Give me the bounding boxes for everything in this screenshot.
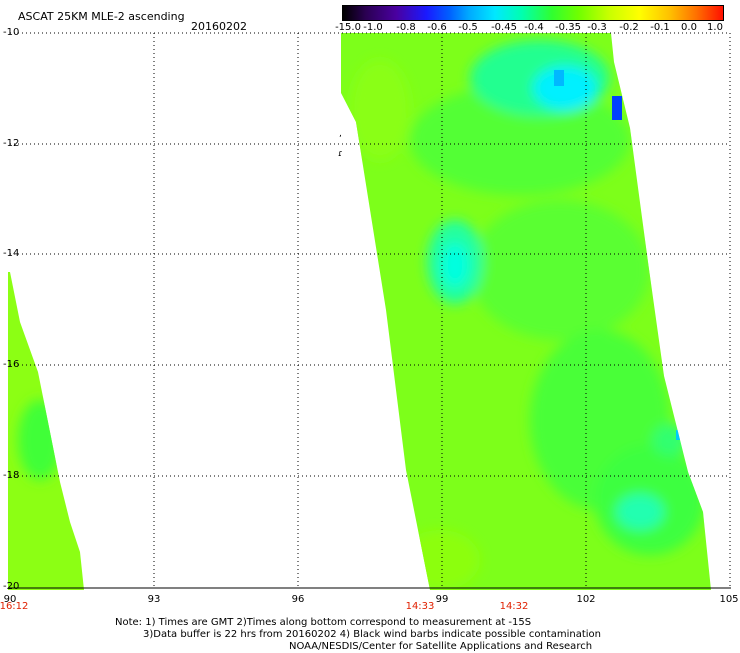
colorbar-tick: -0.1 <box>650 22 670 33</box>
note-line-3: NOAA/NESDIS/Center for Satellite Applica… <box>289 641 593 652</box>
right-swath <box>341 33 711 590</box>
lon-label: 90 <box>3 594 17 605</box>
note-line-2: 3)Data buffer is 22 hrs from 20160202 4)… <box>143 629 601 640</box>
time-label-swath-start: 14:33 <box>405 601 435 612</box>
grid-lines <box>10 32 731 588</box>
lat-label: -12 <box>3 138 20 149</box>
lon-label: 93 <box>147 594 161 605</box>
colorbar-tick: -0.35 <box>555 22 581 33</box>
colorbar-ticks: -15.0 -1.0 -0.8 -0.6 -0.5 -0.45 -0.4 -0.… <box>335 22 724 36</box>
lat-label: -14 <box>3 248 20 259</box>
colorbar-tick: -0.4 <box>524 22 544 33</box>
note-line-1: Note: 1) Times are GMT 2)Times along bot… <box>115 617 532 628</box>
lat-label: -20 <box>3 581 20 592</box>
colorbar-tick: 1.0 <box>707 22 723 33</box>
barb-glyph: , <box>339 129 342 139</box>
map-title: ASCAT 25KM MLE-2 ascending <box>18 10 185 23</box>
map-date: 20160202 <box>191 20 247 33</box>
lat-label: -18 <box>3 470 20 481</box>
time-label-swath-end: 14:32 <box>499 601 529 612</box>
colorbar-tick: 0.0 <box>681 22 697 33</box>
colorbar-tick: -0.5 <box>458 22 478 33</box>
barb-glyph: ɾ <box>338 149 343 159</box>
colorbar-tick: -1.0 <box>363 22 383 33</box>
colorbar-tick: -0.45 <box>491 22 517 33</box>
colorbar-tick: -0.8 <box>396 22 416 33</box>
lat-label: -16 <box>3 359 20 370</box>
colorbar <box>342 5 724 21</box>
footnotes: Note: 1) Times are GMT 2)Times along bot… <box>115 617 601 653</box>
lon-label: 99 <box>435 594 449 605</box>
time-label-left-swath: 16:12 <box>0 601 29 612</box>
lon-label: 96 <box>291 594 305 605</box>
colorbar-tick: -0.2 <box>619 22 639 33</box>
left-swath <box>8 272 84 590</box>
colorbar-tick: -15.0 <box>335 22 361 33</box>
lon-label: 105 <box>719 594 739 605</box>
lat-label: -10 <box>3 27 20 38</box>
colorbar-tick: -0.3 <box>587 22 607 33</box>
colorbar-tick: -0.6 <box>427 22 447 33</box>
lon-label: 102 <box>576 594 596 605</box>
